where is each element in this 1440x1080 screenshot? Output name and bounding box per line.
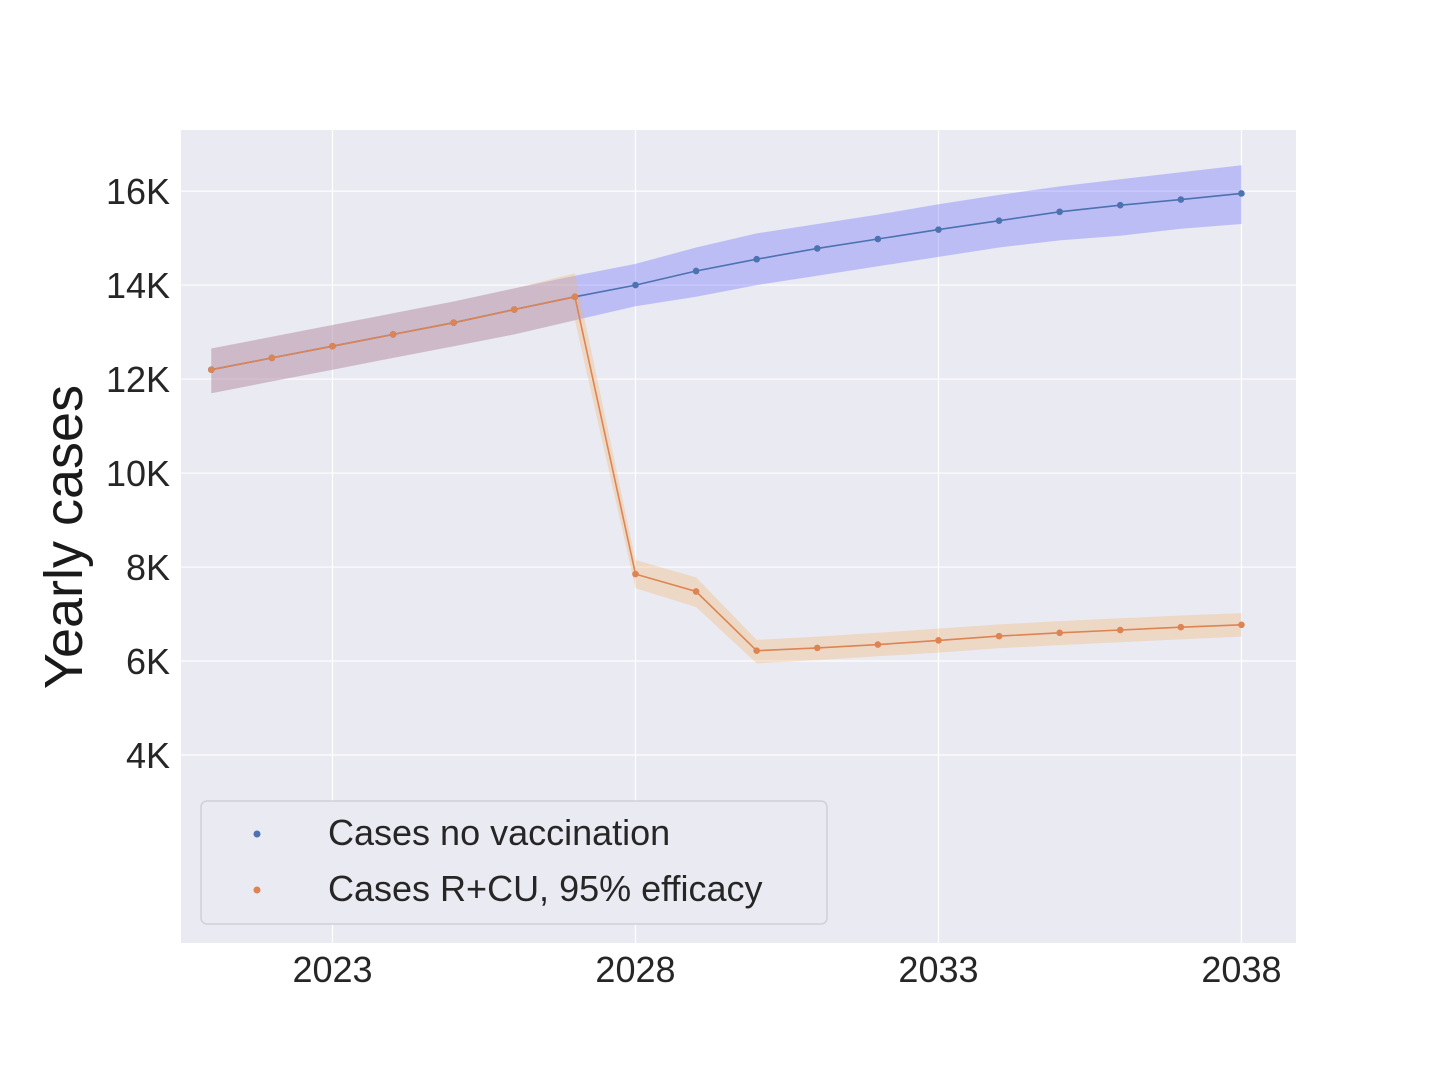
y-tick-label: 14K: [106, 265, 170, 306]
legend-box: [200, 800, 828, 925]
point-series-1: [1238, 621, 1245, 629]
point-series-1: [571, 293, 579, 301]
legend-label-0: Cases no vaccination: [328, 812, 670, 853]
point-series-1: [935, 637, 942, 644]
y-tick-label: 16K: [106, 171, 170, 212]
point-series-1: [753, 647, 760, 654]
point-series-1: [1056, 629, 1063, 637]
x-tick-label: 2023: [292, 949, 372, 990]
y-axis-ticks: 4K 6K 8K 10K 12K 14K 16K: [106, 171, 170, 776]
y-tick-label: 6K: [126, 641, 170, 682]
y-tick-label: 4K: [126, 735, 170, 776]
point-series-1: [813, 644, 821, 652]
point-series-1: [995, 632, 1003, 640]
x-axis-ticks: 2023 2028 2033 2038: [292, 949, 1281, 990]
point-series-0: [813, 245, 821, 252]
series-points: [207, 190, 1245, 654]
y-tick-label: 10K: [106, 453, 170, 494]
point-series-1: [1177, 623, 1185, 631]
point-series-0: [1116, 201, 1124, 209]
point-series-1: [450, 319, 457, 326]
y-axis-title: Yearly cases: [34, 385, 94, 689]
point-series-0: [1177, 196, 1185, 203]
point-series-0: [692, 267, 700, 275]
x-tick-label: 2028: [595, 949, 675, 990]
grid-lines: [181, 130, 1296, 943]
point-series-0: [1238, 190, 1245, 197]
legend: Cases no vaccination Cases R+CU, 95% eff…: [200, 800, 828, 925]
point-series-1: [874, 641, 882, 648]
legend-marker-0: [253, 830, 261, 838]
point-series-1: [207, 366, 215, 373]
point-series-0: [753, 255, 760, 263]
point-series-0: [874, 235, 882, 243]
legend-marker-1: [253, 886, 261, 894]
point-series-0: [1056, 208, 1063, 216]
point-series-0: [935, 226, 942, 233]
point-series-1: [692, 588, 700, 595]
band-series-1: [211, 273, 1242, 664]
x-tick-label: 2038: [1201, 949, 1281, 990]
point-series-0: [995, 217, 1003, 224]
point-series-0: [632, 281, 639, 289]
y-tick-label: 12K: [106, 359, 170, 400]
point-series-1: [632, 570, 639, 578]
x-tick-label: 2033: [898, 949, 978, 990]
legend-label-1: Cases R+CU, 95% efficacy: [328, 868, 763, 909]
point-series-1: [268, 354, 276, 362]
series-lines: [211, 192, 1242, 652]
point-series-1: [510, 306, 518, 313]
point-series-1: [329, 342, 336, 350]
point-series-1: [389, 331, 397, 338]
line-series-1: [211, 295, 1242, 652]
point-series-1: [1116, 626, 1124, 634]
y-tick-label: 8K: [126, 547, 170, 588]
